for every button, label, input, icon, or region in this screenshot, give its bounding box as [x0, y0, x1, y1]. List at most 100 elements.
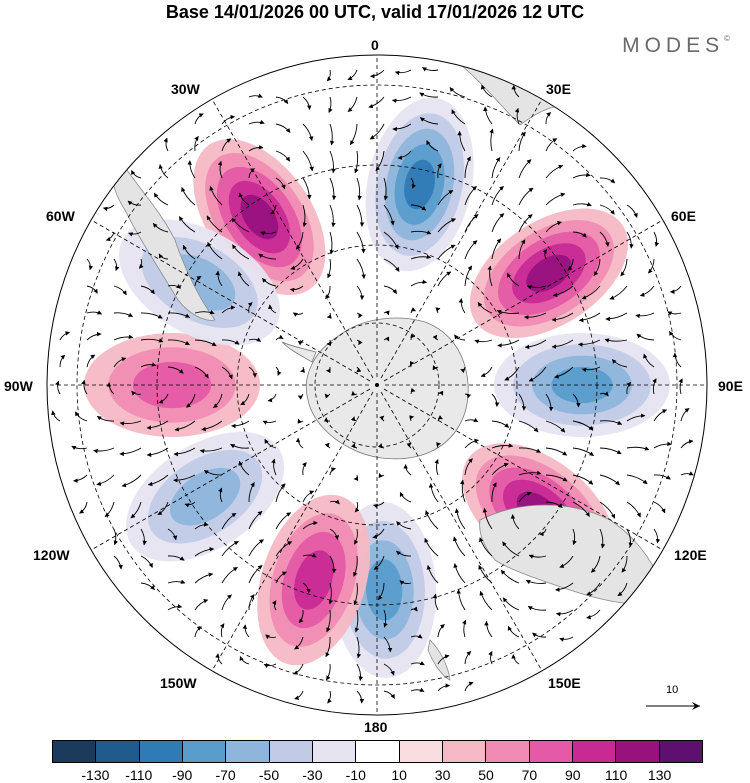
lon-label-0: 0: [371, 37, 379, 53]
wind-arrow: [518, 159, 532, 179]
wind-arrow: [146, 447, 169, 458]
wind-arrow: [410, 230, 432, 235]
wind-arrow: [106, 382, 115, 395]
wind-arrow: [599, 528, 606, 549]
wind-arrow: [572, 447, 594, 457]
wind-arrow: [464, 651, 472, 665]
wind-arrow: [464, 185, 477, 206]
wind-arrow: [626, 446, 650, 451]
wind-arrow: [572, 143, 587, 152]
wind-arrow: [518, 131, 526, 152]
wind-arrow: [370, 69, 385, 79]
wind-arrow: [186, 393, 196, 408]
wind-arrow: [293, 663, 304, 675]
south-pole: [375, 383, 379, 387]
wind-arrow: [518, 393, 527, 411]
wind-arrow: [302, 123, 314, 141]
wind-arrow: [410, 687, 425, 692]
wind-arrow: [373, 555, 385, 570]
wind-arrow: [545, 164, 564, 179]
wind-arrow: [271, 600, 277, 611]
colorbar-tick-label: -10: [345, 767, 366, 783]
wind-arrow: [232, 244, 250, 260]
wind-arrow: [275, 512, 292, 530]
wind-arrow: [527, 606, 547, 611]
wind-arrow: [167, 366, 184, 374]
wind-arrow: [59, 331, 71, 341]
wind-arrow: [329, 204, 336, 228]
wind-arrow: [410, 660, 425, 666]
wind-arrow: [217, 160, 223, 179]
wind-arrow: [491, 238, 502, 260]
wind-arrow: [523, 312, 547, 320]
wind-arrow: [353, 582, 358, 606]
wind-arrow: [399, 491, 412, 503]
wind-arrow: [194, 626, 202, 638]
wind-arrow: [545, 501, 563, 508]
wind-arrow: [239, 655, 250, 665]
wind-arrow: [353, 528, 359, 545]
anomaly-high-7: [257, 494, 371, 666]
wind-arrow: [181, 186, 196, 206]
wind-arrow: [506, 272, 520, 287]
wind-arrow: [518, 214, 533, 233]
wind-arrow: [329, 231, 335, 255]
wind-arrow: [167, 579, 186, 584]
wind-arrow: [372, 528, 385, 539]
wind-arrow: [526, 285, 547, 290]
colorbar-tick-label: 70: [521, 767, 538, 783]
wind-arrow: [653, 474, 671, 480]
antarctica: [305, 317, 469, 460]
wind-arrow: [419, 92, 439, 98]
wind-arrow: [167, 284, 182, 289]
wind-arrow: [617, 582, 628, 597]
wind-arrow: [113, 285, 127, 296]
wind-arrow: [552, 285, 574, 298]
wind-arrow: [464, 214, 479, 233]
wind-arrow: [410, 307, 416, 314]
wind-arrow: [153, 192, 169, 206]
wind-arrow: [356, 285, 365, 301]
wind-arrow: [524, 339, 547, 350]
wind-arrow: [113, 312, 133, 318]
wind-arrow: [167, 312, 191, 318]
wind-arrow: [194, 310, 215, 315]
wind-arrow: [491, 157, 501, 179]
wind-arrow: [302, 520, 318, 530]
wind-arrow: [581, 366, 601, 373]
wind-arrow: [356, 312, 363, 319]
wind-arrow: [55, 380, 61, 395]
wind-arrow: [510, 514, 520, 530]
wind-arrow: [356, 663, 364, 681]
wind-arrow: [329, 555, 337, 574]
wind-arrow: [261, 277, 277, 287]
wind-arrow: [113, 555, 123, 570]
wind-arrow: [329, 177, 337, 201]
wind-arrow: [199, 447, 223, 454]
colorbar-cell: [269, 741, 313, 762]
colorbar-tick-label: -30: [302, 767, 323, 783]
wind-arrow: [410, 333, 416, 341]
wind-arrow: [194, 113, 204, 125]
wind-arrow: [559, 636, 574, 642]
colorbar-cell: [572, 741, 617, 762]
wind-arrow: [375, 150, 385, 172]
wind-arrow: [302, 177, 312, 200]
wind-arrow: [545, 447, 568, 456]
wind-arrow: [81, 379, 88, 395]
colorbar-cell: [486, 741, 530, 762]
wind-arrow: [491, 185, 504, 206]
wind-arrow: [349, 123, 358, 146]
wind-arrow: [454, 334, 466, 341]
wind-arrow: [478, 537, 493, 557]
wind-arrow: [302, 150, 314, 172]
colorbar-tick-label: 50: [478, 767, 494, 783]
wind-arrow: [432, 365, 439, 371]
wind-arrow: [323, 417, 331, 422]
wind-arrow: [179, 216, 196, 233]
wind-arrow: [325, 636, 331, 658]
colorbar-cell: [356, 741, 400, 762]
wind-arrow: [248, 539, 264, 557]
wind-arrow: [518, 447, 542, 453]
wind-arrow: [194, 546, 215, 557]
